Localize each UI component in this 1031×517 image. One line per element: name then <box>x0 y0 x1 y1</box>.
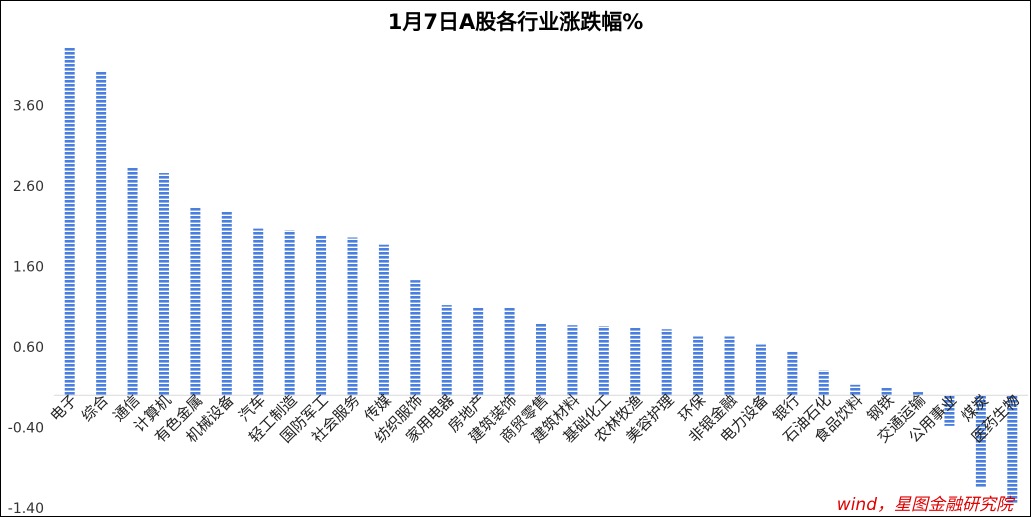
bar-3 <box>158 173 169 396</box>
y-axis: -1.40 -0.40 0.60 1.60 2.60 3.60 <box>8 98 44 517</box>
bar-0 <box>64 47 75 396</box>
bar-2 <box>127 167 138 396</box>
chart-title: 1月7日A股各行业涨跌幅% <box>387 10 644 34</box>
bar-22 <box>755 344 766 396</box>
bar-28 <box>944 395 955 426</box>
bar-10 <box>378 244 389 396</box>
bar-4 <box>190 206 201 396</box>
bar-27 <box>913 392 924 396</box>
y-tick-label: 3.60 <box>13 98 44 114</box>
bar-17 <box>598 326 609 396</box>
bar-5 <box>221 211 232 396</box>
bar-6 <box>253 228 264 396</box>
bar-30 <box>1007 395 1018 504</box>
bar-8 <box>316 235 327 396</box>
bar-25 <box>850 384 861 396</box>
bar-19 <box>661 329 672 396</box>
x-tick-label: 电子 <box>47 391 81 425</box>
bar-23 <box>787 351 798 396</box>
bar-18 <box>630 327 641 396</box>
x-tick-label: 综合 <box>78 391 112 425</box>
y-tick-label: 0.60 <box>13 340 44 356</box>
bar-29 <box>975 395 986 488</box>
bar-15 <box>536 323 546 396</box>
bar-21 <box>724 336 735 396</box>
bar-14 <box>504 307 515 396</box>
bar-24 <box>818 370 829 396</box>
y-tick-label: 1.60 <box>13 259 44 275</box>
y-tick-label: 2.60 <box>13 179 44 195</box>
y-tick-label: -0.40 <box>8 420 44 436</box>
bar-16 <box>567 325 578 396</box>
bar-26 <box>881 387 892 396</box>
bar-9 <box>347 237 358 396</box>
x-axis-labels: 电子综合通信计算机有色金属机械设备汽车轻工制造国防军工社会服务传媒纺织服饰家用电… <box>47 391 1024 446</box>
bars <box>64 47 1018 504</box>
bar-1 <box>96 70 107 396</box>
bar-7 <box>284 230 295 396</box>
bar-20 <box>693 336 704 396</box>
y-tick-label: -1.40 <box>8 501 44 517</box>
bar-13 <box>473 307 484 396</box>
bar-11 <box>410 280 421 396</box>
bar-12 <box>441 305 452 396</box>
source-note: wind，星图金融研究院 <box>836 495 1013 515</box>
